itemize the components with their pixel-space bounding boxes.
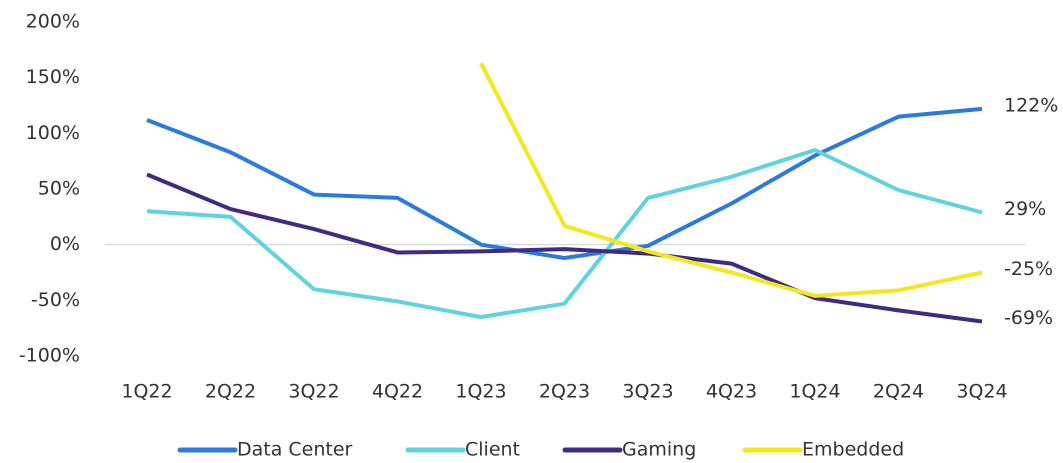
y-tick-label: 0% [50, 233, 80, 255]
y-tick-label: -50% [31, 289, 80, 311]
series-line [479, 62, 983, 298]
legend-label: Client [465, 439, 520, 461]
x-tick-label: 3Q23 [622, 381, 673, 403]
legend-label: Data Center [237, 439, 353, 461]
x-tick-label: 1Q22 [121, 381, 172, 403]
x-tick-label: 2Q22 [205, 381, 256, 403]
x-tick-label: 4Q23 [706, 381, 757, 403]
x-tick-label: 4Q22 [372, 381, 423, 403]
y-tick-label: 50% [38, 178, 80, 200]
x-tick-label: 2Q24 [873, 381, 924, 403]
y-tick-label: 150% [26, 66, 80, 88]
x-tick-label: 3Q24 [956, 381, 1007, 403]
data-label: -25% [1004, 258, 1053, 280]
series-line [146, 106, 983, 261]
y-tick-label: -100% [19, 345, 80, 367]
series-line [146, 172, 983, 324]
data-label: 122% [1004, 94, 1058, 116]
y-tick-label: 200% [26, 11, 80, 33]
x-tick-label: 2Q23 [539, 381, 590, 403]
data-label: -69% [1004, 307, 1053, 329]
data-label: 29% [1004, 198, 1046, 220]
x-tick-label: 1Q23 [455, 381, 506, 403]
x-tick-label: 1Q24 [789, 381, 840, 403]
legend-label: Gaming [622, 439, 696, 461]
legend-label: Embedded [802, 439, 904, 461]
y-tick-label: 100% [26, 122, 80, 144]
x-tick-label: 3Q22 [288, 381, 339, 403]
series-line [146, 148, 983, 320]
